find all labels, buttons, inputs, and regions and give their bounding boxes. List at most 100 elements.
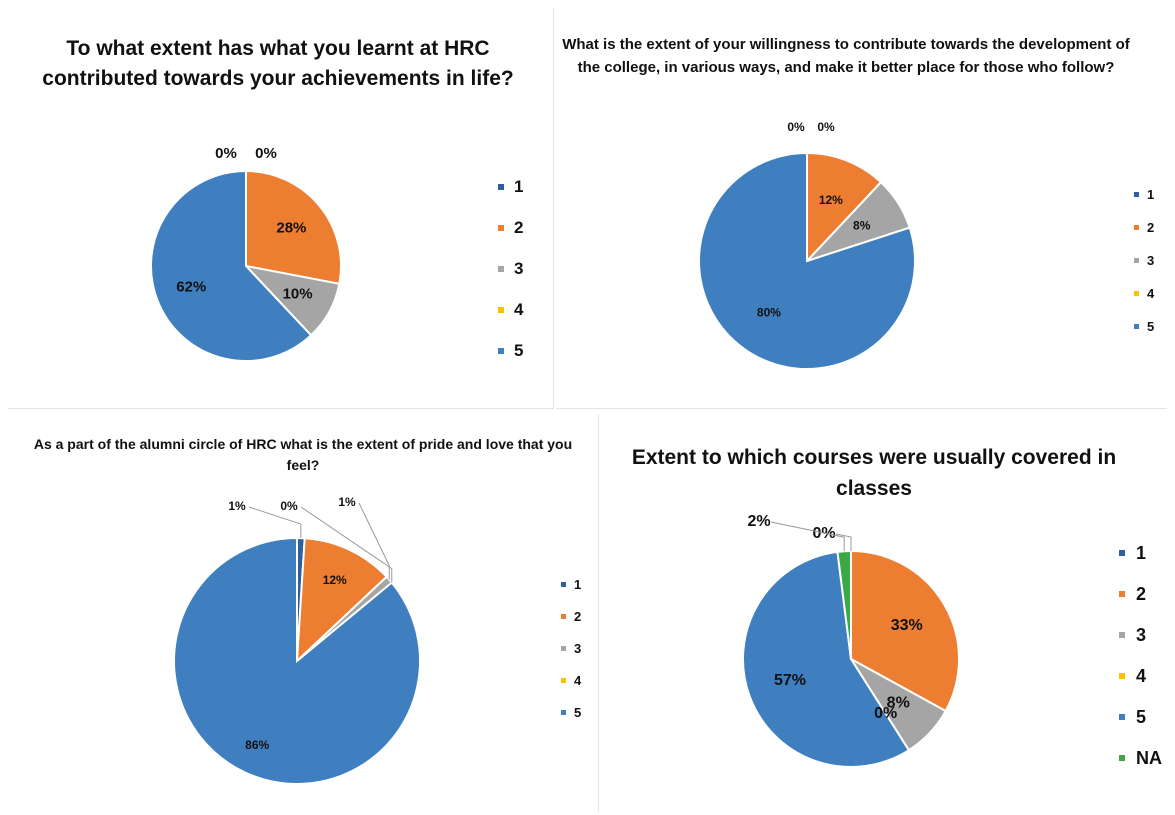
legend-item-1: 1 <box>561 576 581 608</box>
legend-item-1: 1 <box>1119 542 1162 583</box>
data-label-5: 86% <box>245 738 269 752</box>
legend-item-3: 3 <box>561 640 581 672</box>
chart-legend: 1 2 3 4 5 NA <box>1119 542 1162 788</box>
legend-label: 3 <box>574 641 582 657</box>
legend-label: 2 <box>574 609 582 625</box>
legend-swatch <box>1119 673 1125 680</box>
data-label-4: 0% <box>874 705 897 722</box>
legend-swatch <box>498 183 504 190</box>
legend-swatch <box>1134 225 1139 231</box>
legend-swatch <box>498 224 504 231</box>
legend-label: NA <box>1136 747 1162 768</box>
data-label-4: 0% <box>817 120 835 134</box>
pie-slice-2 <box>806 151 883 264</box>
legend-label: 5 <box>1147 319 1155 335</box>
legend-label: 5 <box>514 340 524 360</box>
legend-item-2: 2 <box>561 608 581 640</box>
legend-label: 4 <box>514 299 524 319</box>
legend-item-5: 5 <box>1134 318 1154 351</box>
data-label-2: 33% <box>891 617 923 634</box>
legend-item-4: 4 <box>1134 285 1154 318</box>
pie-slice-NA <box>836 549 852 660</box>
legend-swatch <box>561 710 566 716</box>
legend-label: 5 <box>574 705 582 721</box>
chart-panel-willingness: What is the extent of your willingness t… <box>556 8 1167 409</box>
legend-swatch <box>1119 591 1125 598</box>
legend-label: 2 <box>1136 583 1147 604</box>
legend-item-4: 4 <box>561 672 581 704</box>
legend-item-3: 3 <box>1119 624 1162 665</box>
legend-item-5: 5 <box>498 340 523 381</box>
legend-label: 1 <box>1136 542 1147 563</box>
data-label-2: 12% <box>819 193 843 207</box>
chart-title: As a part of the alumni circle of HRC wh… <box>33 436 573 473</box>
legend-swatch <box>498 347 504 354</box>
legend-item-2: 2 <box>1119 583 1162 624</box>
data-label-3: 8% <box>853 218 871 232</box>
chart-panel-pride: As a part of the alumni circle of HRC wh… <box>8 414 599 812</box>
leader-line <box>300 506 393 583</box>
leader-line <box>248 506 302 539</box>
legend-swatch <box>498 265 504 272</box>
data-label-4: 0% <box>255 145 277 162</box>
pie-slice-5 <box>150 169 313 362</box>
legend-item-2: 2 <box>1134 219 1154 252</box>
pie-chart: 1% 12% 1% 0% 86% <box>173 495 421 785</box>
pie-chart: 0%33%8%0%57%2% <box>742 513 960 768</box>
legend-label: 4 <box>1136 665 1147 686</box>
legend-label: 3 <box>1147 253 1155 269</box>
legend-label: 1 <box>1147 187 1155 203</box>
pie-slice-5 <box>173 536 421 785</box>
legend-label: 4 <box>574 673 582 689</box>
data-label-1: 1% <box>228 499 246 513</box>
legend-swatch <box>498 306 504 313</box>
legend-item-4: 4 <box>498 299 523 340</box>
legend-item-3: 3 <box>498 258 523 299</box>
legend-swatch <box>1119 550 1125 557</box>
legend-swatch <box>1119 755 1125 762</box>
legend-item-4: 4 <box>1119 665 1162 706</box>
chart-title: To what extent has what you learnt at HR… <box>42 37 514 90</box>
legend-swatch <box>561 678 566 684</box>
pie-chart: 0% 12% 8% 0% 80% <box>698 120 916 370</box>
legend-item-1: 1 <box>1134 186 1154 219</box>
data-label-1: 0% <box>215 145 237 162</box>
legend-swatch <box>561 614 566 620</box>
data-label-3: 10% <box>283 285 313 302</box>
data-label-5: 62% <box>176 279 206 296</box>
pie-slice-5 <box>742 550 911 768</box>
leader-line <box>770 521 845 552</box>
leader-line <box>835 533 852 551</box>
chart-title: Extent to which courses were usually cov… <box>631 446 1117 500</box>
legend-label: 3 <box>514 258 524 278</box>
data-label-1: 0% <box>812 525 835 542</box>
legend-swatch <box>1134 324 1139 330</box>
legend-swatch <box>1134 192 1139 198</box>
pie-slice-2 <box>850 549 960 713</box>
legend-swatch <box>561 646 566 652</box>
chart-legend: 1 2 3 4 5 <box>1134 186 1154 351</box>
legend-swatch <box>1134 291 1139 297</box>
data-label-3: 1% <box>338 495 356 509</box>
legend-label: 2 <box>514 217 524 237</box>
chart-legend: 1 2 3 4 5 <box>561 576 581 736</box>
data-label-4: 0% <box>280 499 298 513</box>
legend-item-1: 1 <box>498 176 523 217</box>
pie-slice-5 <box>698 151 916 370</box>
data-label-5: 80% <box>757 306 781 320</box>
data-label-3: 8% <box>887 695 910 712</box>
data-label-2: 12% <box>323 573 347 587</box>
legend-label: 1 <box>574 577 582 593</box>
legend-label: 5 <box>1136 706 1147 727</box>
data-label-5: 57% <box>774 672 806 689</box>
legend-swatch <box>1134 258 1139 264</box>
legend-label: 4 <box>1147 286 1155 302</box>
legend-item-5: 5 <box>561 704 581 736</box>
legend-item-2: 2 <box>498 217 523 258</box>
legend-item-3: 3 <box>1134 252 1154 285</box>
legend-swatch <box>1119 632 1125 639</box>
legend-item-NA: NA <box>1119 747 1162 788</box>
legend-label: 2 <box>1147 220 1155 236</box>
legend-swatch <box>1119 714 1125 721</box>
legend-label: 3 <box>1136 624 1147 645</box>
